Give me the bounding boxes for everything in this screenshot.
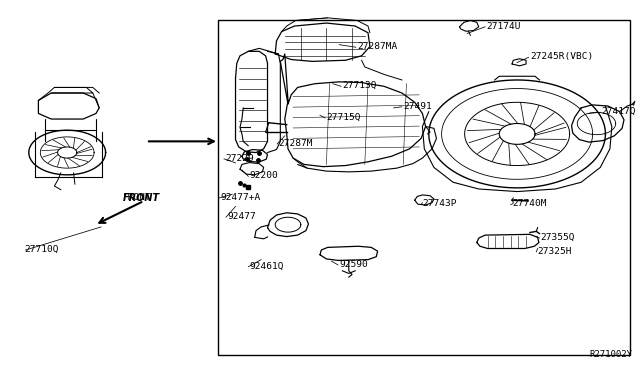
Text: 27417Q: 27417Q <box>602 107 636 116</box>
Text: 27740M: 27740M <box>512 199 547 208</box>
Text: 27491: 27491 <box>403 102 432 110</box>
Text: FRONT: FRONT <box>123 193 160 203</box>
Text: 27713Q: 27713Q <box>342 81 377 90</box>
Text: 92590: 92590 <box>339 260 368 269</box>
Text: 27355Q: 27355Q <box>541 233 575 242</box>
Text: 92477: 92477 <box>227 212 256 221</box>
Text: 27174U: 27174U <box>486 22 521 31</box>
Text: 27287MA: 27287MA <box>357 42 397 51</box>
Text: R271002Y: R271002Y <box>589 350 632 359</box>
Text: 27710Q: 27710Q <box>24 245 59 254</box>
Text: 27715Q: 27715Q <box>326 113 361 122</box>
Text: 92461Q: 92461Q <box>250 262 284 270</box>
Text: FRONT: FRONT <box>123 193 152 202</box>
Text: 27245R(VBC): 27245R(VBC) <box>530 52 593 61</box>
Text: 27287M: 27287M <box>278 139 313 148</box>
Text: 27325H: 27325H <box>538 247 572 256</box>
Text: 92200: 92200 <box>250 171 278 180</box>
Text: 92477+A: 92477+A <box>221 193 261 202</box>
Bar <box>218 20 630 355</box>
Text: 27229: 27229 <box>225 154 254 163</box>
Text: 27743P: 27743P <box>422 199 457 208</box>
